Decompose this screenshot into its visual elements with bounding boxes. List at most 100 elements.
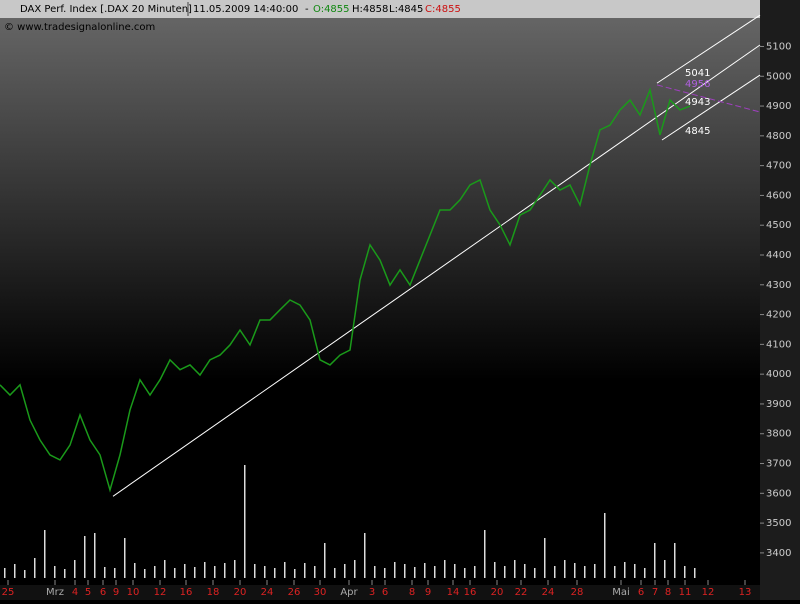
x-tick-label: 30 <box>314 587 327 598</box>
volume-bar <box>234 560 236 578</box>
volume-bar <box>534 568 536 578</box>
volume-bar <box>514 560 516 578</box>
header-bar <box>0 0 760 18</box>
volume-bar <box>564 560 566 578</box>
y-tick-label: 4500 <box>766 220 791 231</box>
volume-bar <box>4 568 6 578</box>
x-tick-label: Mrz <box>46 587 64 598</box>
volume-bar <box>364 533 366 578</box>
volume-bar <box>324 543 326 578</box>
volume-bar <box>624 562 626 578</box>
y-tick-label: 4700 <box>766 161 791 172</box>
volume-bar <box>284 562 286 578</box>
trend-line <box>656 14 761 84</box>
x-tick-label: 25 <box>2 587 15 598</box>
channel-label: 4943 <box>685 97 710 108</box>
y-tick-label: 4900 <box>766 101 791 112</box>
volume-bar <box>464 568 466 578</box>
channel-label: 4845 <box>685 126 710 137</box>
x-tick-label: 9 <box>113 587 119 598</box>
header-close: C:4855 <box>425 4 461 15</box>
x-tick-label: 8 <box>665 587 671 598</box>
trend-line <box>112 44 761 497</box>
volume-bar <box>524 564 526 578</box>
volume-bar <box>254 564 256 578</box>
volume-bar <box>134 563 136 578</box>
y-tick-label: 3500 <box>766 518 791 529</box>
x-tick-label: Apr <box>340 587 358 598</box>
x-tick-label: 13 <box>739 587 752 598</box>
volume-bar <box>374 566 376 578</box>
volume-bar <box>64 569 66 578</box>
volume-bar <box>154 566 156 578</box>
volume-bar <box>574 563 576 578</box>
header-open: O:4855 <box>313 4 350 15</box>
volume-bar <box>504 566 506 578</box>
y-tick-label: 4800 <box>766 131 791 142</box>
volume-bar <box>164 560 166 578</box>
x-tick-label: 7 <box>652 587 658 598</box>
x-tick-label: 22 <box>515 587 528 598</box>
x-tick-label: 8 <box>409 587 415 598</box>
x-tick-label: 6 <box>100 587 106 598</box>
y-tick-label: 4100 <box>766 339 791 350</box>
channel-label: 4956 <box>685 79 710 90</box>
volume-bar <box>414 567 416 578</box>
volume-bar <box>244 465 246 578</box>
volume-bar <box>94 533 96 578</box>
x-tick-label: 12 <box>702 587 715 598</box>
volume-bar <box>14 564 16 578</box>
volume-bar <box>84 536 86 578</box>
volume-bar <box>44 530 46 578</box>
source: © www.tradesignalonline.com <box>4 22 155 33</box>
volume-bar <box>664 560 666 578</box>
volume-bar <box>674 543 676 578</box>
x-tick-label: 10 <box>127 587 140 598</box>
time-axis-panel <box>0 585 760 600</box>
price-line <box>0 87 691 493</box>
volume-bar <box>454 564 456 578</box>
header-datetime: 11.05.2009 14:40:00 <box>193 4 298 15</box>
volume-bar <box>34 558 36 578</box>
trend-line <box>661 74 761 141</box>
volume-bar <box>684 566 686 578</box>
y-tick-label: 3900 <box>766 399 791 410</box>
axis-panel <box>760 0 800 600</box>
volume-bar <box>344 564 346 578</box>
volume-bar <box>484 530 486 578</box>
x-tick-label: 24 <box>261 587 274 598</box>
volume-bar <box>124 538 126 578</box>
channel-label: 5041 <box>685 68 710 79</box>
volume-bar <box>194 567 196 578</box>
x-tick-label: 18 <box>207 587 220 598</box>
x-tick-label: 12 <box>154 587 167 598</box>
x-tick-label: 28 <box>571 587 584 598</box>
volume-bar <box>604 513 606 578</box>
volume-bar <box>144 569 146 578</box>
volume-bar <box>214 566 216 578</box>
x-tick-label: 6 <box>382 587 388 598</box>
volume-bar <box>264 566 266 578</box>
x-tick-label: 16 <box>180 587 193 598</box>
y-tick-label: 4000 <box>766 369 791 380</box>
y-tick-label: 3400 <box>766 548 791 559</box>
volume-bar <box>114 568 116 578</box>
volume-bar <box>544 538 546 578</box>
header-title: DAX Perf. Index [.DAX 20 Minuten] <box>20 4 192 15</box>
volume-bar <box>494 562 496 578</box>
volume-bar <box>204 562 206 578</box>
x-tick-label: 20 <box>234 587 247 598</box>
volume-bar <box>474 566 476 578</box>
x-tick-label: 9 <box>425 587 431 598</box>
volume-bar <box>634 564 636 578</box>
x-tick-label: 4 <box>72 587 78 598</box>
y-tick-label: 3800 <box>766 429 791 440</box>
volume-bar <box>184 564 186 578</box>
volume-bar <box>434 566 436 578</box>
volume-bar <box>404 564 406 578</box>
y-tick-label: 4600 <box>766 190 791 201</box>
volume-bar <box>24 570 26 578</box>
x-tick-label: 14 <box>447 587 460 598</box>
volume-bar <box>614 566 616 578</box>
